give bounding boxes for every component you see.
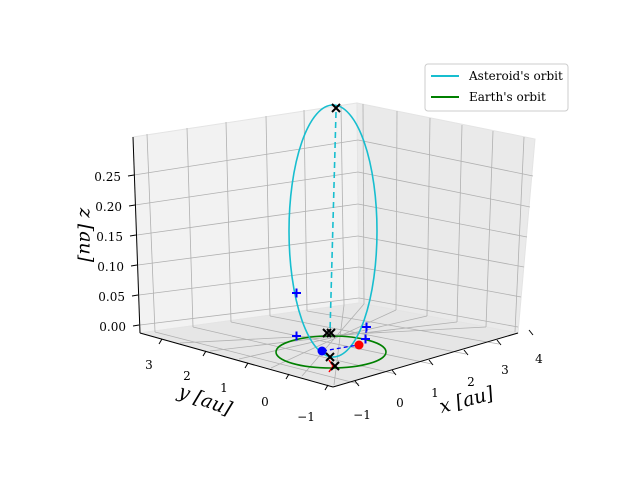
x-tick-label: 2 <box>467 375 475 389</box>
legend-label-earth: Earth's orbit <box>469 90 546 104</box>
z-tick-label: 0.25 <box>94 170 121 184</box>
x-tick-label: 3 <box>501 363 509 377</box>
z-tick-label: 0.10 <box>97 260 124 274</box>
x-tick-label: 4 <box>535 352 543 366</box>
x-marker <box>331 103 341 113</box>
x-markers <box>322 103 341 371</box>
x-tick-label: 0 <box>396 396 404 410</box>
y-axis-line <box>139 332 334 388</box>
x-tick-label: −1 <box>353 408 371 422</box>
tick-marks <box>127 174 534 391</box>
back-pane-left <box>132 102 360 334</box>
y-tick-label: 2 <box>183 369 191 383</box>
plus-marker <box>362 322 371 332</box>
earth-position-point <box>354 340 364 350</box>
z-tick-label: 0.15 <box>96 230 123 244</box>
x-marker <box>330 361 340 371</box>
z-axis-line <box>132 136 141 334</box>
y-tick-label: 0 <box>261 395 269 409</box>
red-marker-arrow <box>328 359 334 373</box>
z-tick-label: 0.00 <box>99 320 126 334</box>
grid-lines <box>133 103 534 386</box>
plus-markers <box>292 288 371 344</box>
z-axis-label: z [au] <box>75 207 97 263</box>
x-marker <box>325 352 335 362</box>
plus-marker <box>292 288 301 298</box>
legend-box <box>424 63 569 112</box>
y-tick-label: −1 <box>297 410 315 424</box>
position-connector-line <box>322 344 359 352</box>
y-tick-label: 1 <box>220 381 228 395</box>
z-tick-label: 0.20 <box>95 200 122 214</box>
x-axis-line <box>332 332 519 388</box>
z-tick-label: 0.05 <box>98 290 125 304</box>
y-tick-label: 3 <box>145 358 153 372</box>
asteroid-position-point <box>317 346 327 356</box>
asteroid-drop-line <box>329 111 337 333</box>
plus-marker <box>361 334 370 344</box>
back-pane-right <box>356 102 536 334</box>
legend: Asteroid's orbit Earth's orbit <box>424 63 569 112</box>
legend-label-asteroid: Asteroid's orbit <box>468 69 563 83</box>
x-marker <box>326 328 336 338</box>
plus-marker <box>292 331 301 341</box>
x-tick-label: 1 <box>431 386 439 400</box>
